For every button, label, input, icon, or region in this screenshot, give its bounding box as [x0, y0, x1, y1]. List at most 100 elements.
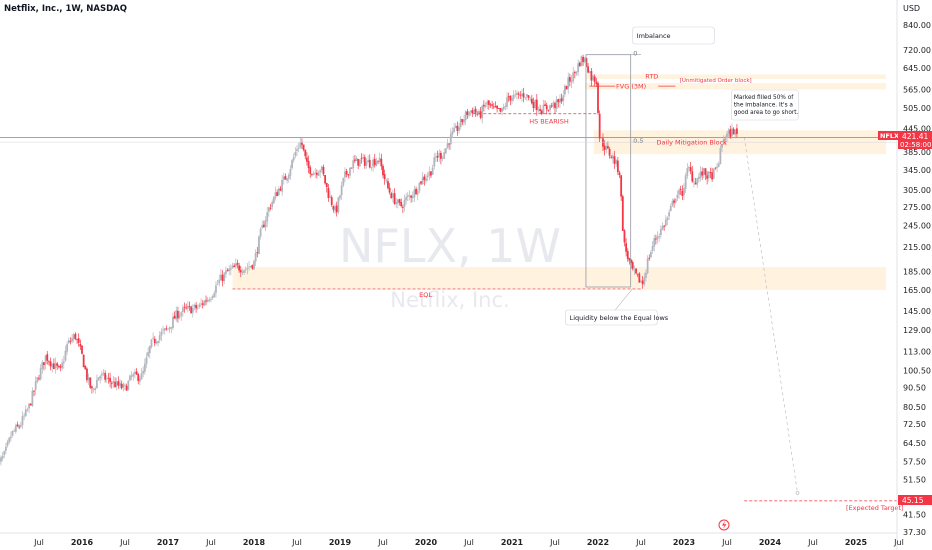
candle-up — [468, 111, 470, 116]
time-tick-label: 2022 — [587, 538, 609, 547]
note-line-1: Marked filled 50% of — [734, 95, 794, 101]
candle-up — [444, 148, 447, 154]
candle-down — [82, 354, 85, 368]
hs-bearish-label: HS BEARISH — [529, 118, 569, 126]
candle-up — [426, 175, 429, 178]
candle-down — [585, 58, 588, 67]
candle-down — [304, 149, 307, 157]
candle-up — [650, 252, 652, 258]
candle-up — [699, 171, 702, 178]
candle-down — [535, 99, 538, 111]
price-tick-label: 275.00 — [903, 203, 931, 212]
candle-up — [418, 182, 421, 191]
candle-up — [686, 168, 689, 176]
candle-down — [201, 303, 204, 305]
candle-up — [314, 172, 317, 174]
candle-down — [608, 148, 611, 156]
candle-up — [264, 220, 267, 228]
candle-up — [122, 384, 125, 388]
candle-up — [44, 355, 47, 365]
candle-down — [456, 125, 459, 131]
time-tick-label: 2024 — [759, 538, 782, 547]
candle-down — [76, 339, 78, 340]
candle-up — [358, 159, 361, 167]
candle-down — [706, 175, 709, 179]
candle-down — [233, 265, 236, 268]
candle-down — [137, 374, 140, 381]
candle-up — [640, 281, 642, 283]
candle-down — [492, 106, 495, 108]
candle-up — [210, 298, 212, 300]
imbalance-box — [585, 54, 632, 288]
candle-up — [167, 328, 169, 330]
candle-down — [517, 93, 520, 95]
candle-up — [378, 157, 381, 163]
price-tick-label: 165.00 — [903, 286, 931, 295]
candle-down — [400, 202, 403, 207]
candle-up — [71, 338, 73, 342]
ticker-badge-bg — [878, 131, 898, 140]
candle-down — [49, 361, 52, 367]
candle-up — [211, 296, 214, 299]
candle-down — [177, 310, 179, 319]
candle-up — [162, 329, 164, 331]
candle-up — [119, 382, 121, 387]
events-icon[interactable] — [718, 519, 730, 531]
candle-up — [289, 169, 292, 176]
candle-up — [676, 195, 679, 199]
time-tick-label: Jul — [721, 538, 732, 547]
candle-down — [554, 103, 556, 108]
candle-up — [39, 368, 42, 380]
candle-up — [721, 144, 723, 148]
candle-down — [709, 172, 712, 174]
candle-up — [722, 139, 725, 145]
candle-down — [648, 257, 651, 259]
candle-down — [256, 252, 259, 253]
candle-up — [54, 363, 57, 369]
candle-up — [339, 195, 341, 199]
candle-down — [507, 96, 510, 98]
candle-up — [148, 346, 151, 353]
candle-up — [64, 350, 67, 361]
candle-up — [0, 457, 2, 462]
candle-up — [352, 160, 355, 169]
candle-down — [387, 181, 389, 189]
candle-up — [231, 265, 234, 268]
candle-down — [59, 366, 62, 368]
candle-down — [628, 258, 631, 261]
candle-up — [294, 152, 297, 156]
candle-up — [481, 105, 484, 119]
price-tick-label: 37.30 — [903, 528, 926, 537]
candle-down — [307, 160, 310, 168]
candle-up — [155, 341, 158, 344]
candle-down — [77, 338, 80, 343]
candle-down — [368, 159, 371, 168]
candle-down — [509, 95, 512, 101]
price-axis[interactable]: 840.00 720.00 645.00 565.00 505.00 445.00 385.… — [903, 21, 931, 537]
candle-up — [502, 106, 505, 110]
candle-up — [473, 109, 475, 114]
candle-down — [398, 199, 401, 203]
candle-down — [357, 159, 360, 166]
candle-up — [21, 416, 24, 426]
time-axis[interactable]: Jul 2016 Jul 2017 Jul 2018 Jul 2019 Jul 2020 Jul 20… — [33, 538, 904, 547]
candle-down — [420, 181, 422, 184]
candle-up — [3, 451, 6, 456]
candle-down — [86, 368, 88, 381]
candle-up — [411, 196, 414, 199]
candle-up — [615, 160, 618, 165]
candle-up — [112, 381, 115, 384]
candle-up — [132, 373, 135, 377]
candle-down — [532, 102, 535, 108]
liquidity-callout-box — [565, 309, 658, 326]
candle-down — [360, 158, 363, 160]
candle-down — [380, 158, 383, 167]
candle-down — [479, 111, 482, 118]
order-block-zone — [585, 83, 887, 90]
candle-up — [218, 279, 221, 284]
candle-up — [717, 163, 720, 167]
candle-up — [504, 105, 507, 108]
time-tick-label: 2021 — [501, 538, 524, 547]
candle-up — [67, 340, 70, 344]
